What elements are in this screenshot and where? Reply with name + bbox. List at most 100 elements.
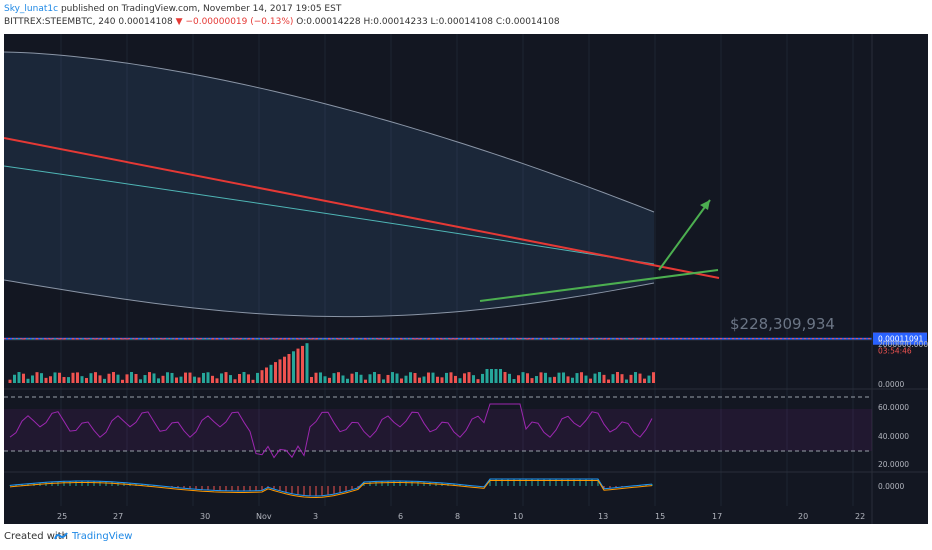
candle-body (197, 338, 201, 340)
volume-bar (616, 372, 619, 383)
volume-bar (607, 379, 610, 383)
candle-body (346, 338, 349, 340)
candle-body (350, 338, 354, 340)
candle-body (400, 338, 403, 340)
volume-bar (130, 372, 133, 383)
volume-bar (535, 376, 538, 383)
macd-line (9, 478, 653, 497)
candle-body (395, 338, 399, 340)
arrowhead-icon (700, 200, 710, 210)
candle-body (566, 338, 570, 340)
price-axis-label: 0.00011091 (878, 335, 924, 344)
volume-axis-label: 2000000.0000 (878, 340, 928, 349)
volume-bar (35, 372, 39, 383)
chart-canvas[interactable]: $228,309,9340.000350000.000300000.000250… (4, 34, 928, 524)
candle-body (512, 338, 516, 340)
volume-bar (17, 372, 21, 383)
candle-body (413, 338, 417, 340)
volume-bar (206, 372, 210, 383)
volume-bar (553, 376, 556, 383)
volume-bar (40, 373, 43, 383)
volume-bar (247, 374, 250, 383)
volume-bar (647, 375, 651, 383)
volume-bar (611, 374, 615, 383)
volume-bar (310, 376, 313, 383)
candle-body (13, 338, 16, 340)
candle-body (184, 338, 187, 340)
candle-body (148, 338, 151, 340)
candle-body (359, 338, 363, 340)
volume-bar (548, 377, 552, 383)
candle-body (94, 338, 97, 340)
volume-bar (337, 372, 340, 383)
time-axis-label: Nov (256, 512, 272, 521)
candle-body (472, 338, 475, 340)
volume-bar (287, 354, 291, 383)
candle-body (521, 338, 525, 340)
volume-bar (373, 372, 376, 383)
volume-bar (139, 379, 142, 383)
rsi-axis-label: 60.0000 (878, 403, 909, 412)
candle-body (206, 338, 210, 340)
candle-body (170, 338, 174, 340)
moving-average-line (4, 165, 655, 265)
chart-area[interactable]: $228,309,9340.000350000.000300000.000250… (4, 34, 928, 524)
candle-body (616, 338, 619, 340)
volume-watermark: $228,309,934 (730, 315, 835, 333)
candle-body (49, 338, 52, 340)
volume-bar (431, 372, 435, 383)
candle-body (215, 338, 219, 340)
bollinger-lower (4, 279, 655, 318)
volume-bar (328, 377, 331, 383)
candle-body (125, 338, 129, 340)
volume-bar (544, 372, 547, 383)
volume-bar (76, 372, 79, 383)
volume-bar (58, 372, 61, 383)
candle-body (373, 338, 376, 340)
volume-bar (53, 372, 57, 383)
candle-body (571, 338, 574, 340)
volume-bar (499, 369, 502, 383)
time-axis-label: 15 (655, 512, 665, 521)
volume-bar (278, 359, 282, 383)
candle-body (98, 338, 102, 340)
volume-bar (193, 376, 196, 383)
candle-body (391, 338, 394, 340)
volume-bar (67, 377, 70, 383)
candle-body (323, 338, 327, 340)
down-arrow-icon: ▼ (175, 17, 183, 27)
red-trendline (4, 137, 720, 279)
candle-body (130, 338, 133, 340)
volume-bar (391, 372, 394, 383)
volume-bar (598, 372, 601, 383)
candle-body (602, 338, 606, 340)
candle-body (530, 338, 534, 340)
candle-body (229, 338, 232, 340)
candle-body (161, 338, 165, 340)
rsi-band (4, 409, 872, 451)
candle-body (386, 338, 390, 340)
candle-body (242, 338, 246, 340)
volume-bar (526, 373, 529, 383)
time-axis-label: 17 (712, 512, 722, 521)
tradingview-brand[interactable]: TradingView (72, 531, 133, 542)
volume-bar (238, 373, 241, 383)
time-axis-label: 13 (598, 512, 608, 521)
volume-bar (94, 372, 97, 383)
candle-body (143, 338, 147, 340)
candle-body (629, 338, 633, 340)
candle-body (116, 338, 120, 340)
candle-body (526, 338, 529, 340)
candle-body (193, 338, 196, 340)
volume-bar (575, 373, 579, 383)
candle-body (62, 338, 66, 340)
candle-body (278, 338, 282, 340)
candle-body (643, 338, 646, 340)
candle-body (647, 338, 651, 340)
volume-bar (220, 373, 223, 383)
volume-bar (584, 375, 588, 383)
volume-bar (494, 369, 498, 383)
time-axis-label: 3 (313, 512, 318, 521)
author-link[interactable]: Sky_lunat1c (4, 4, 59, 14)
candle-body (139, 338, 142, 340)
